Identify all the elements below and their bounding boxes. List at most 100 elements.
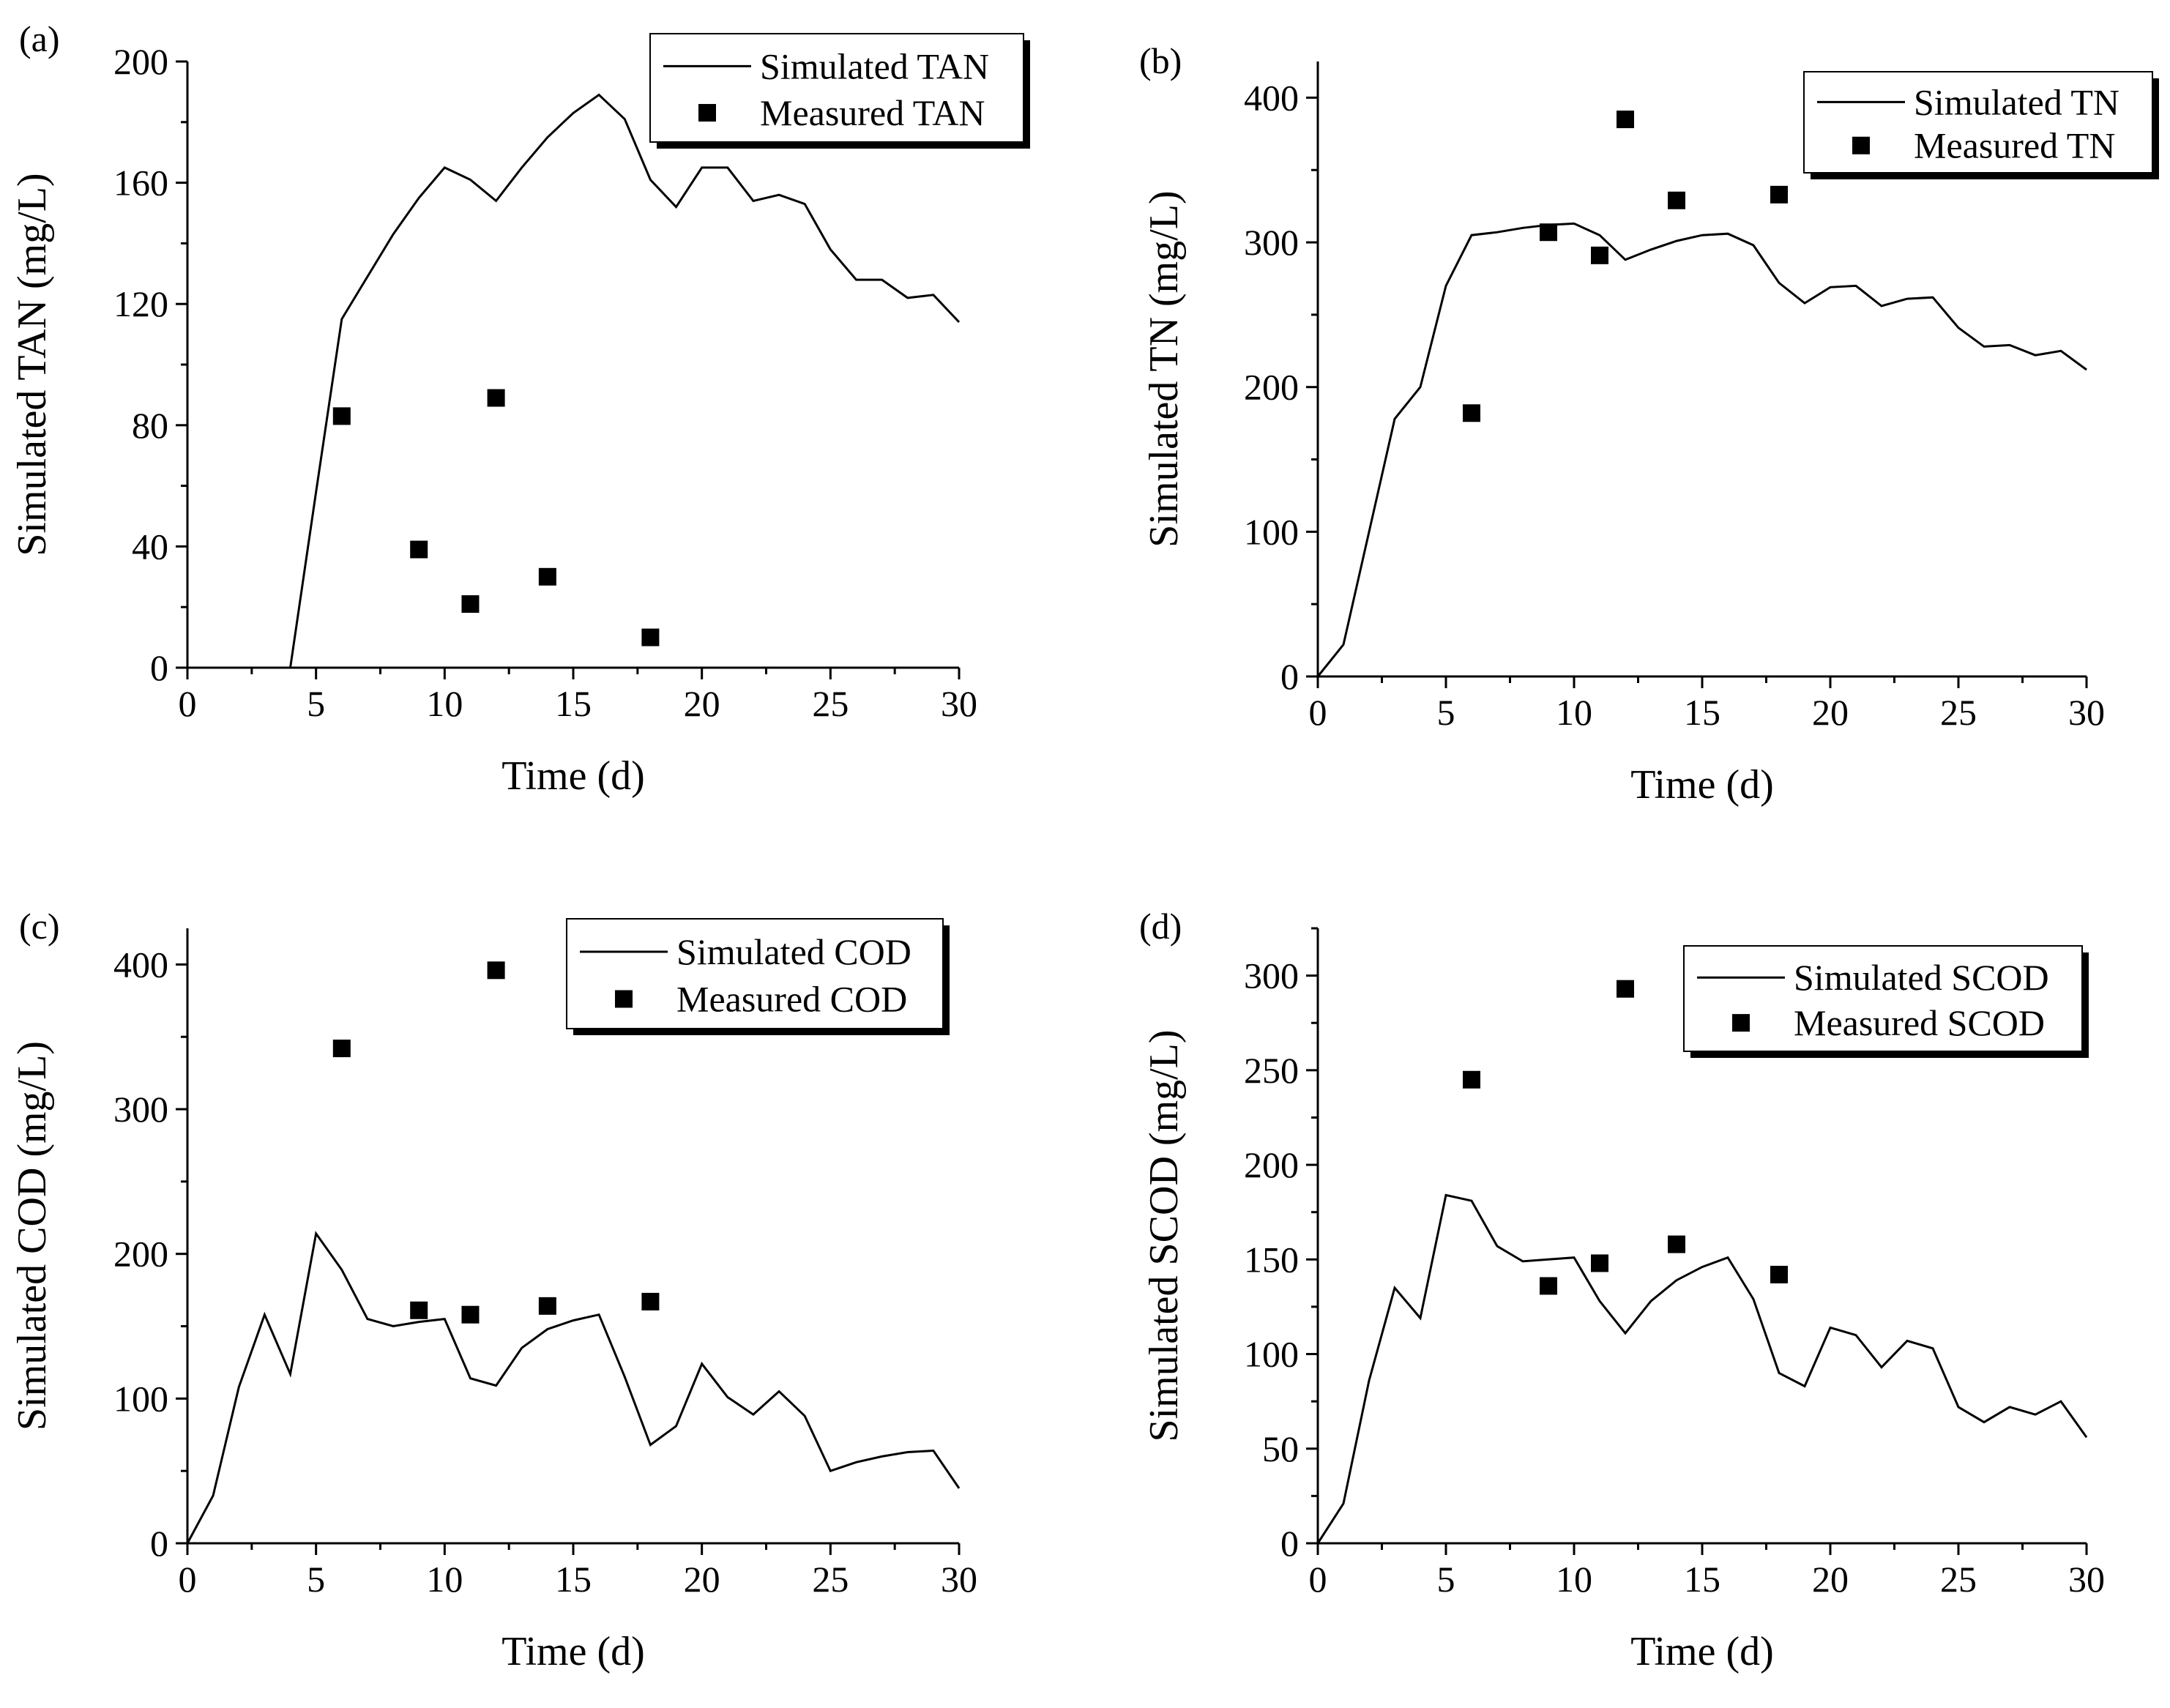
y-tick-label: 100 xyxy=(1244,511,1299,552)
y-tick-label: 120 xyxy=(113,283,168,324)
legend-entry: Simulated SCOD xyxy=(1794,957,2049,998)
legend: Simulated TAN Measured TAN xyxy=(649,33,1030,149)
series-line-simulated-scod xyxy=(1316,1193,2088,1544)
x-tick-label: 30 xyxy=(941,683,977,724)
x-tick-label: 20 xyxy=(1812,692,1849,733)
legend: Simulated COD Measured COD xyxy=(566,918,950,1035)
x-tick-label: 10 xyxy=(1556,1559,1592,1600)
marker-measured-tn xyxy=(1617,111,1634,129)
chart-panel-1: (a) 0 5 10 15 20 25 30 0 40 80 120 160 200 Time (d) Sim… xyxy=(10,18,1030,799)
y-tick-label: 0 xyxy=(150,1523,168,1564)
legend-marker-swatch xyxy=(1852,136,1870,154)
x-tick-label: 25 xyxy=(1940,1559,1977,1600)
panel-label: (a) xyxy=(19,18,60,59)
legend-entry: Measured COD xyxy=(676,979,907,1020)
y-tick-label: 0 xyxy=(150,647,168,688)
x-tick-label: 30 xyxy=(941,1559,977,1600)
y-tick-label: 0 xyxy=(1280,1523,1299,1564)
y-axis-title: Simulated COD (mg/L) xyxy=(10,1041,55,1431)
x-tick-label: 0 xyxy=(1309,1559,1327,1600)
x-tick-label: 0 xyxy=(179,1559,197,1600)
legend-marker-swatch xyxy=(615,990,633,1008)
y-tick-label: 250 xyxy=(1244,1050,1299,1091)
y-tick-label: 100 xyxy=(1244,1334,1299,1375)
y-axis-title: Simulated TAN (mg/L) xyxy=(10,173,55,556)
x-tick-label: 5 xyxy=(1437,1559,1455,1600)
marker-measured-scod xyxy=(1463,1070,1480,1089)
y-tick-label: 200 xyxy=(1244,367,1299,408)
x-tick-label: 15 xyxy=(1684,692,1720,733)
x-axis-title: Time (d) xyxy=(1630,1629,1774,1674)
x-tick-label: 20 xyxy=(1812,1559,1849,1600)
y-tick-label: 300 xyxy=(113,1089,168,1130)
x-tick-label: 30 xyxy=(2068,1559,2105,1600)
series-line-simulated-cod xyxy=(186,1231,961,1544)
marker-measured-tan xyxy=(538,567,556,586)
x-axis-title: Time (d) xyxy=(1630,762,1774,808)
y-tick-label: 300 xyxy=(1244,222,1299,263)
y-tick-label: 400 xyxy=(113,944,168,985)
marker-measured-tn xyxy=(1540,223,1557,242)
x-tick-label: 10 xyxy=(426,683,463,724)
legend-box xyxy=(649,33,1024,143)
marker-measured-cod xyxy=(487,961,505,980)
legend-entry: Measured TAN xyxy=(760,92,985,133)
marker-measured-tan xyxy=(461,595,480,614)
y-tick-label: 50 xyxy=(1262,1428,1299,1469)
legend-box xyxy=(566,918,944,1029)
x-axis-title: Time (d) xyxy=(502,1629,645,1674)
y-tick-label: 100 xyxy=(113,1378,168,1419)
legend-entry: Simulated TAN xyxy=(760,45,989,86)
marker-measured-cod xyxy=(410,1301,428,1319)
marker-measured-cod xyxy=(641,1292,660,1310)
x-tick-label: 0 xyxy=(1309,692,1327,733)
marker-measured-tan xyxy=(487,389,505,407)
series-line-simulated-tan xyxy=(187,93,961,669)
x-tick-label: 20 xyxy=(684,683,720,724)
x-tick-label: 0 xyxy=(179,683,197,724)
legend-entry: Measured SCOD xyxy=(1794,1002,2045,1043)
y-tick-label: 40 xyxy=(132,526,168,567)
x-tick-label: 30 xyxy=(2068,692,2105,733)
marker-measured-tn xyxy=(1463,404,1480,422)
y-tick-label: 400 xyxy=(1244,77,1299,118)
marker-measured-scod xyxy=(1668,1235,1685,1253)
x-tick-label: 25 xyxy=(812,1559,849,1600)
y-tick-label: 200 xyxy=(113,41,168,82)
x-tick-label: 15 xyxy=(1684,1559,1720,1600)
y-tick-label: 0 xyxy=(1280,656,1299,697)
marker-measured-tan xyxy=(410,540,428,559)
y-tick-label: 200 xyxy=(113,1234,168,1275)
y-tick-label: 200 xyxy=(1244,1144,1299,1185)
marker-measured-tn xyxy=(1668,191,1685,209)
y-tick-label: 150 xyxy=(1244,1239,1299,1280)
marker-measured-scod xyxy=(1770,1265,1788,1283)
x-axis-title: Time (d) xyxy=(502,753,645,799)
y-tick-label: 80 xyxy=(132,405,168,446)
marker-measured-tan xyxy=(332,407,351,425)
y-axis-title: Simulated TN (mg/L) xyxy=(1141,190,1187,547)
marker-measured-scod xyxy=(1617,980,1634,998)
x-tick-label: 15 xyxy=(555,1559,592,1600)
marker-measured-tan xyxy=(641,628,660,646)
marker-measured-tn xyxy=(1770,185,1788,204)
marker-measured-cod xyxy=(332,1040,351,1058)
x-tick-label: 5 xyxy=(307,683,325,724)
marker-measured-tn xyxy=(1591,246,1608,264)
series-line-simulated-tn xyxy=(1316,222,2087,677)
legend-entry: Simulated COD xyxy=(676,931,911,972)
marker-measured-cod xyxy=(538,1297,556,1315)
panel-label: (b) xyxy=(1139,40,1182,81)
x-tick-label: 5 xyxy=(307,1559,325,1600)
x-tick-label: 10 xyxy=(1556,692,1592,733)
marker-measured-cod xyxy=(461,1305,480,1324)
y-axis-title: Simulated SCOD (mg/L) xyxy=(1141,1029,1187,1442)
y-tick-label: 160 xyxy=(113,163,168,204)
marker-measured-scod xyxy=(1540,1277,1557,1295)
